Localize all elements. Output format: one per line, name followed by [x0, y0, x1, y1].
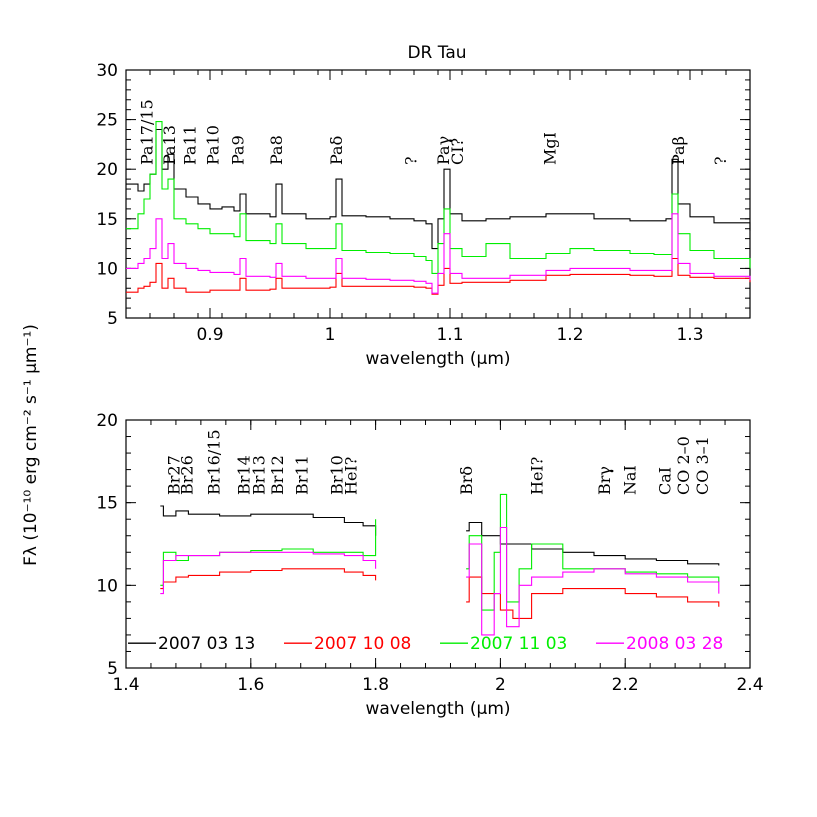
line-label: Pa13	[160, 125, 179, 165]
x-tick-label: 2	[495, 675, 506, 695]
series-line-2007-03-13	[160, 505, 377, 536]
x-tick-label: 2.2	[612, 675, 639, 695]
line-label: CO 3–1	[693, 436, 712, 495]
y-axis-label: Fλ (10⁻¹⁰ erg cm⁻² s⁻¹ μm⁻¹)	[21, 324, 41, 566]
line-label: Paβ	[669, 136, 688, 165]
line-label: ?	[711, 156, 730, 165]
line-label: MgI	[541, 132, 560, 165]
x-tick-label: 1.2	[556, 325, 583, 345]
y-tick-label: 20	[96, 411, 118, 431]
y-tick-label: 15	[96, 210, 118, 230]
line-label: CaI	[656, 467, 675, 495]
chart-title: DR Tau	[407, 43, 466, 63]
x-tick-label: 1.4	[112, 675, 139, 695]
x-tick-label: 1.1	[436, 325, 463, 345]
line-label: Brδ	[457, 466, 476, 495]
line-label: Br12	[268, 455, 287, 495]
y-tick-label: 10	[96, 576, 118, 596]
y-tick-label: 5	[107, 659, 118, 679]
line-label: ?	[401, 156, 420, 165]
line-label: Br11	[292, 455, 311, 495]
line-label: Br26	[178, 455, 197, 495]
y-tick-label: 25	[96, 111, 118, 131]
line-label: Br13	[249, 455, 268, 495]
line-label: Pa11	[181, 125, 200, 165]
line-label: Br27	[164, 455, 183, 495]
legend-label: 2007 11 03	[470, 634, 567, 654]
series-line-2007-03-13	[466, 521, 720, 566]
line-label: CI?	[448, 138, 467, 165]
series-line-2007-10-08	[160, 568, 377, 590]
y-tick-label: 10	[96, 259, 118, 279]
series-line-2008-03-28	[466, 526, 720, 636]
x-tick-label: 1.3	[676, 325, 703, 345]
line-label: Pa9	[229, 135, 248, 165]
series-line-2007-10-08	[126, 257, 751, 295]
x-tick-label: 1.6	[237, 675, 264, 695]
line-label: HeI?	[342, 457, 361, 495]
x-axis-label: wavelength (μm)	[365, 699, 510, 719]
top-panel: 0.9 1 1.1 1.2 1.3 5 10 15 20 25 30 wavelength (μm) P…	[96, 61, 751, 369]
y-tick-label: 15	[96, 494, 118, 514]
line-label: Br10	[327, 455, 346, 495]
y-tick-label: 30	[96, 61, 118, 81]
line-label: NaI	[621, 465, 640, 495]
series-line-2008-03-28	[160, 551, 377, 595]
x-tick-label: 1	[325, 325, 336, 345]
plot-frame	[125, 419, 751, 669]
line-label: Pa10	[203, 125, 222, 165]
x-tick-label: 0.9	[196, 325, 223, 345]
series-line-2007-11-03	[126, 121, 751, 274]
x-tick-label: 2.4	[736, 675, 763, 695]
series-line-2007-10-08	[466, 576, 720, 619]
x-axis-label: wavelength (μm)	[365, 349, 510, 369]
legend-label: 2007 10 08	[314, 634, 411, 654]
bottom-panel: 1.4 1.6 1.8 2 2.2 2.4 5 10 15 20 wavelength (μm) Br…	[96, 411, 763, 719]
line-label: Br14	[234, 455, 253, 495]
line-label: Pa17/15	[137, 99, 156, 165]
y-tick-label: 20	[96, 160, 118, 180]
series-line-2007-11-03	[160, 519, 377, 586]
line-label: Br16/15	[204, 429, 223, 495]
y-tick-label: 5	[107, 309, 118, 329]
line-label: Brγ	[595, 466, 614, 495]
line-label: Paγ	[434, 136, 453, 165]
legend-label: 2007 03 13	[158, 634, 255, 654]
line-label: HeI?	[528, 457, 547, 495]
x-tick-label: 1.8	[362, 675, 389, 695]
line-label: CO 2–0	[674, 436, 693, 495]
line-label: Paδ	[327, 136, 346, 165]
series-line-2008-03-28	[126, 213, 751, 294]
legend-label: 2008 03 28	[626, 634, 723, 654]
line-label: Pa8	[267, 135, 286, 165]
